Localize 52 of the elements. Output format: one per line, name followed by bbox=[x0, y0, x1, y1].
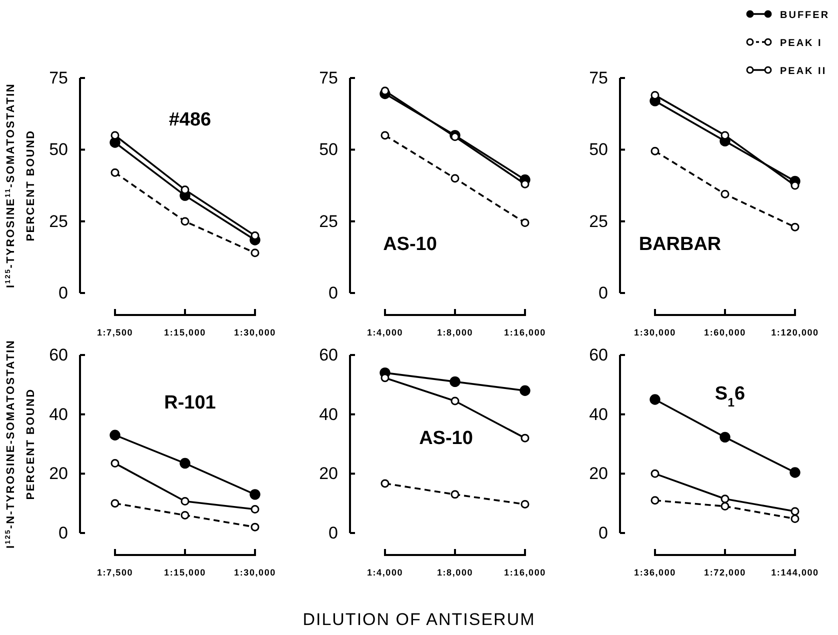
annotation: #486 bbox=[168, 109, 212, 130]
legend-label: PEAK I bbox=[780, 38, 822, 49]
y-tick-label: 50 bbox=[319, 140, 338, 160]
y-tick-label: 75 bbox=[589, 68, 608, 88]
x-tick-label: 1:4,000 bbox=[366, 327, 404, 338]
y-tick-label: 60 bbox=[319, 345, 338, 364]
y-tick-label: 0 bbox=[58, 523, 68, 542]
y-tick-label: 75 bbox=[319, 68, 338, 88]
y-tick-label: 20 bbox=[49, 464, 68, 484]
x-tick-label: 1:72,000 bbox=[704, 567, 746, 578]
legend-label: PEAK II bbox=[780, 66, 827, 77]
y-tick-label: 60 bbox=[589, 345, 608, 364]
x-tick-label: 1:8,000 bbox=[436, 567, 474, 578]
annotation: BARBAR bbox=[638, 234, 722, 255]
y-tick-label: 20 bbox=[589, 464, 608, 484]
y-tick-label: 25 bbox=[319, 212, 338, 231]
y-tick-label: 0 bbox=[598, 283, 608, 302]
y-tick-label: 75 bbox=[49, 68, 68, 88]
x-tick-label: 1:15,000 bbox=[164, 567, 206, 578]
y-tick-label: 0 bbox=[598, 523, 608, 542]
x-tick-label: 1:8,000 bbox=[436, 327, 474, 338]
x-tick-label: 1:7,500 bbox=[96, 327, 134, 338]
y-tick-label: 40 bbox=[589, 404, 608, 424]
x-tick-label: 1:60,000 bbox=[704, 327, 746, 338]
x-tick-label: 1:144,000 bbox=[771, 567, 819, 578]
annotation: AS-10 bbox=[419, 428, 473, 449]
annotation: AS-10 bbox=[383, 234, 437, 255]
y-tick-label: 50 bbox=[589, 140, 608, 160]
annotation: S$_{1}$6 bbox=[714, 384, 746, 410]
y-tick-label: 0 bbox=[58, 283, 68, 302]
y-tick-label: 40 bbox=[49, 404, 68, 424]
x-tick-label: 1:7,500 bbox=[96, 567, 134, 578]
y-tick-label: 20 bbox=[319, 464, 338, 484]
x-tick-label: 1:30,000 bbox=[634, 327, 676, 338]
x-tick-label: 1:30,000 bbox=[234, 567, 276, 578]
y-tick-label: 25 bbox=[49, 212, 68, 231]
x-tick-label: 1:16,000 bbox=[504, 567, 546, 578]
y-tick-label: 40 bbox=[319, 404, 338, 424]
x-axis-title: DILUTION OF ANTISERUM bbox=[302, 610, 536, 629]
y-tick-label: 0 bbox=[328, 283, 338, 302]
y-tick-label: 0 bbox=[328, 523, 338, 542]
x-tick-label: 1:36,000 bbox=[634, 567, 676, 578]
y-tick-label: 60 bbox=[49, 345, 68, 364]
x-tick-label: 1:120,000 bbox=[771, 327, 819, 338]
y-tick-label: 25 bbox=[589, 212, 608, 231]
x-tick-label: 1:16,000 bbox=[504, 327, 546, 338]
x-tick-label: 1:30,000 bbox=[234, 327, 276, 338]
annotation: R-101 bbox=[164, 392, 216, 414]
x-tick-label: 1:15,000 bbox=[164, 327, 206, 338]
y-tick-label: 50 bbox=[49, 140, 68, 160]
legend-label: BUFFER bbox=[780, 10, 830, 21]
x-tick-label: 1:4,000 bbox=[366, 567, 404, 578]
